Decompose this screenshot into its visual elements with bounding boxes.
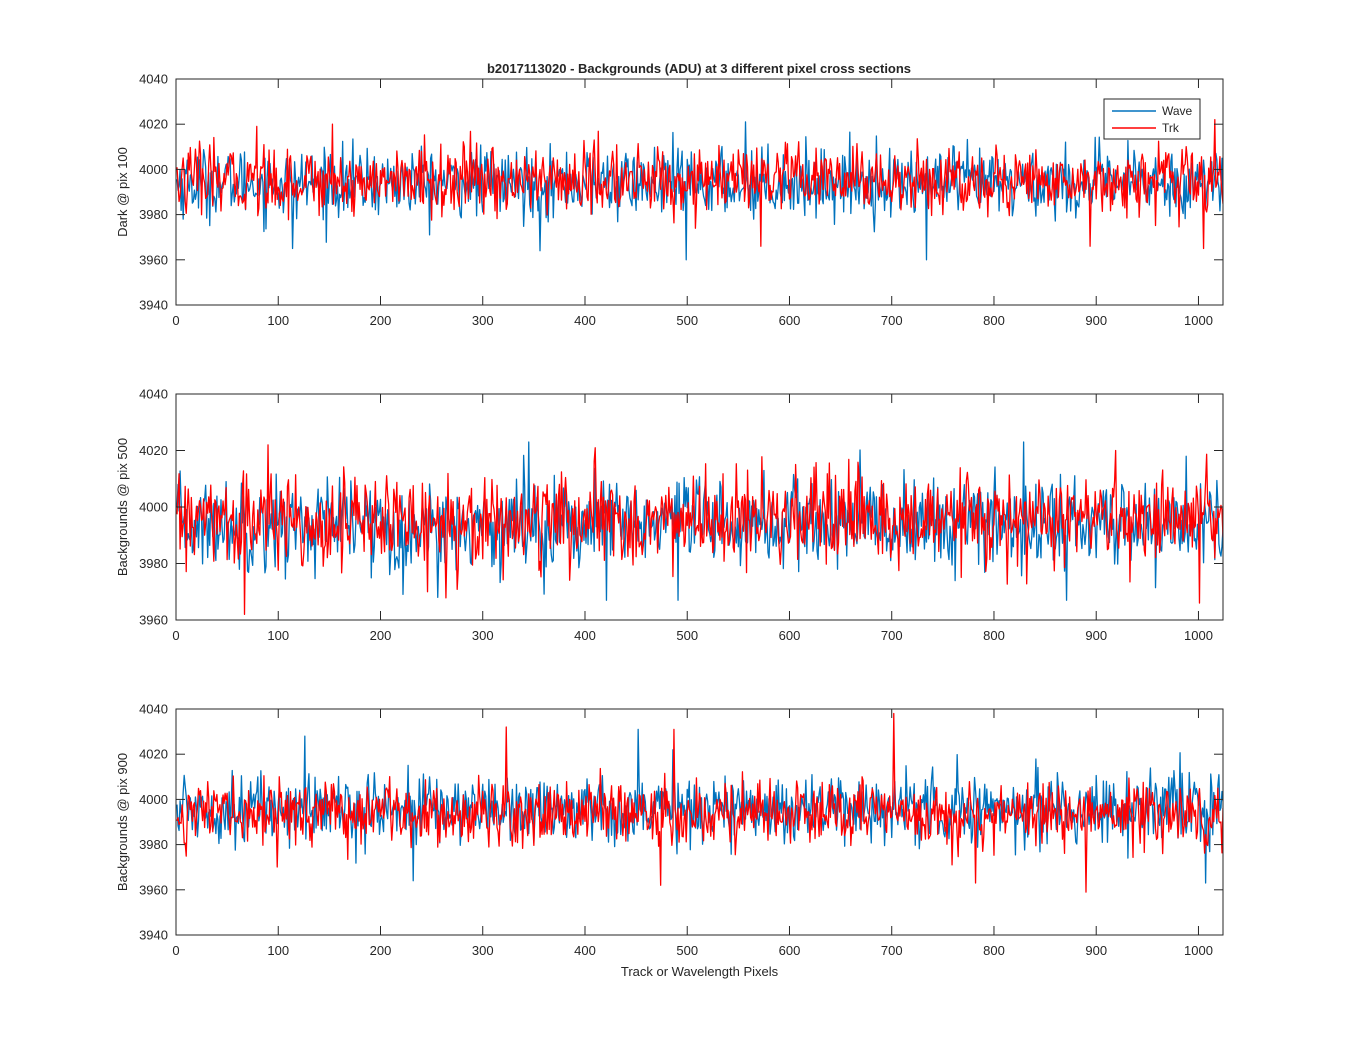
axes-box	[175, 78, 1224, 306]
x-tick-label: 300	[472, 313, 494, 328]
x-tick-label: 500	[676, 313, 698, 328]
y-tick-label: 3940	[139, 928, 168, 943]
x-tick-label: 200	[370, 628, 392, 643]
y-tick-label: 3960	[139, 882, 168, 897]
x-tick-label: 700	[881, 943, 903, 958]
y-tick-label: 4040	[139, 72, 168, 87]
legend-label-wave: Wave	[1162, 104, 1193, 118]
chart-title: b2017113020 - Backgrounds (ADU) at 3 dif…	[487, 61, 911, 76]
y-tick-label: 4020	[139, 747, 168, 762]
x-tick-label: 400	[574, 313, 596, 328]
y-axis-label: Backgrounds @ pix 500	[115, 438, 130, 576]
series-group	[176, 441, 1223, 615]
y-tick-label: 4000	[139, 162, 168, 177]
y-tick-label: 4000	[139, 500, 168, 515]
subplot-stack: 0 100 200 300 400 500 600 700 800 900 100039403960…	[115, 72, 1224, 979]
x-tick-label: 300	[472, 628, 494, 643]
y-tick-label: 3960	[139, 613, 168, 628]
x-tick-label: 600	[779, 943, 801, 958]
x-tick-label: 0	[172, 313, 179, 328]
x-tick-label: 900	[1085, 313, 1107, 328]
subplot-2: 0 100 200 300 400 500 600 700 800 900 1000 3960 3980…	[115, 387, 1224, 643]
y-axis-label: Dark @ pix 100	[115, 147, 130, 237]
x-tick-label: 800	[983, 943, 1005, 958]
x-tick-label: 600	[779, 628, 801, 643]
legend-label-trk: Trk	[1162, 121, 1180, 135]
x-tick-label: 200	[370, 313, 392, 328]
y-tick-label: 4040	[139, 702, 168, 717]
x-tick-label: 800	[983, 313, 1005, 328]
series-group	[176, 119, 1223, 261]
x-tick-label: 600	[779, 313, 801, 328]
x-tick-label: 200	[370, 943, 392, 958]
subplot-3: 0 100 200 300 400 500 600 700 800 900 1000 3940 3960…	[115, 702, 1224, 979]
x-tick-label: 900	[1085, 628, 1107, 643]
x-tick-label: 1000	[1184, 313, 1213, 328]
x-tick-label: 300	[472, 943, 494, 958]
series-line-trk	[176, 444, 1223, 615]
x-tick-label: 700	[881, 628, 903, 643]
x-tick-label: 0	[172, 628, 179, 643]
y-tick-label: 4020	[139, 117, 168, 132]
axes-box	[175, 708, 1224, 936]
x-tick-label: 900	[1085, 943, 1107, 958]
x-tick-label: 500	[676, 943, 698, 958]
y-tick-label: 3980	[139, 837, 168, 852]
series-group	[176, 712, 1223, 893]
y-tick-label: 4000	[139, 792, 168, 807]
x-tick-label: 0	[172, 943, 179, 958]
y-tick-label: 3940	[139, 298, 168, 313]
series-line-trk	[176, 712, 1223, 893]
x-tick-label: 400	[574, 943, 596, 958]
x-tick-label: 400	[574, 628, 596, 643]
y-tick-label: 4040	[139, 387, 168, 402]
x-tick-label: 700	[881, 313, 903, 328]
x-axis-label: Track or Wavelength Pixels	[621, 964, 779, 979]
x-tick-label: 1000	[1184, 943, 1213, 958]
y-axis-label: Backgrounds @ pix 900	[115, 753, 130, 891]
y-tick-label: 3980	[139, 556, 168, 571]
x-tick-label: 800	[983, 628, 1005, 643]
subplot-1: 0 100 200 300 400 500 600 700 800 900 1000 3940 3960…	[115, 72, 1224, 328]
legend-box	[1103, 98, 1201, 140]
series-line-trk	[176, 119, 1223, 250]
x-tick-label: 100	[267, 313, 289, 328]
y-tick-label: 3980	[139, 207, 168, 222]
x-tick-label: 1000	[1184, 628, 1213, 643]
x-tick-label: 100	[267, 628, 289, 643]
x-tick-label: 100	[267, 943, 289, 958]
y-tick-label: 4020	[139, 443, 168, 458]
y-tick-label: 3960	[139, 252, 168, 267]
x-tick-label: 500	[676, 628, 698, 643]
legend: Wave Trk	[1103, 98, 1201, 140]
